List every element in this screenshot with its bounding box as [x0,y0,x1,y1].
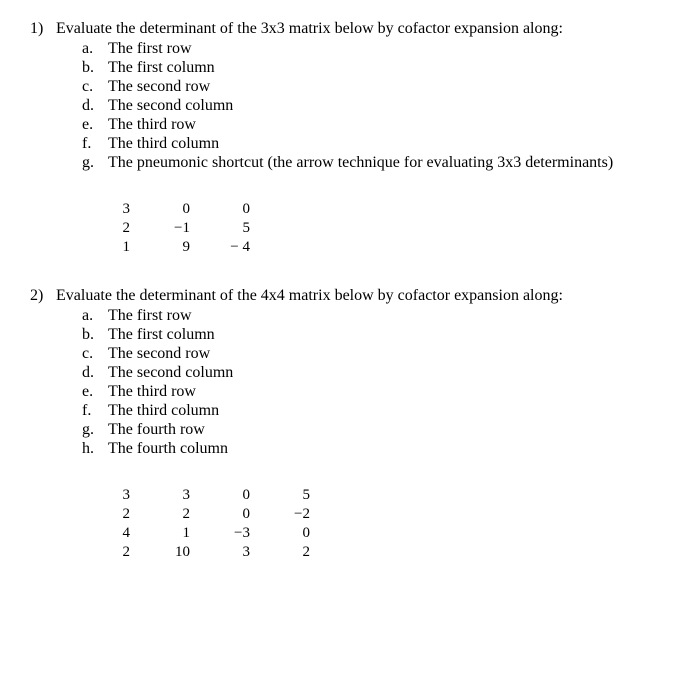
list-item: f.The third column [82,135,670,153]
cell: 0 [190,505,250,524]
list-item: c.The second row [82,345,670,363]
table-row: 220−2 [100,505,310,524]
item-letter: f. [82,402,108,420]
list-item: g.The pneumonic shortcut (the arrow tech… [82,154,670,172]
cell: −3 [190,524,250,543]
problem-1-stem-row: 1) Evaluate the determinant of the 3x3 m… [30,20,670,38]
cell: 1 [100,238,130,257]
matrix-3x3: 300 2−15 19− 4 [100,200,250,257]
list-item: g.The fourth row [82,421,670,439]
cell: 9 [130,238,190,257]
list-item: e.The third row [82,383,670,401]
item-text: The second row [108,345,210,363]
item-letter: b. [82,59,108,77]
cell: 0 [190,486,250,505]
problem-1-stem: Evaluate the determinant of the 3x3 matr… [56,20,563,38]
problem-1-number: 1) [30,20,56,38]
item-text: The fourth row [108,421,205,439]
item-letter: e. [82,116,108,134]
list-item: d.The second column [82,364,670,382]
table-row: 300 [100,200,250,219]
item-letter: h. [82,440,108,458]
list-item: a.The first row [82,40,670,58]
cell: 5 [190,219,250,238]
cell: − 4 [190,238,250,257]
cell: 2 [100,505,130,524]
list-item: h.The fourth column [82,440,670,458]
problem-2-number: 2) [30,287,56,305]
item-letter: e. [82,383,108,401]
cell: 2 [100,543,130,562]
cell: 4 [100,524,130,543]
cell: −2 [250,505,310,524]
item-text: The third column [108,135,219,153]
item-text: The fourth column [108,440,228,458]
cell: −1 [130,219,190,238]
table-row: 3305 [100,486,310,505]
problem-1: 1) Evaluate the determinant of the 3x3 m… [30,20,670,257]
item-text: The first column [108,326,215,344]
item-text: The first column [108,59,215,77]
list-item: a.The first row [82,307,670,325]
item-letter: d. [82,97,108,115]
item-letter: g. [82,421,108,439]
problem-2-stem: Evaluate the determinant of the 4x4 matr… [56,287,563,305]
item-text: The pneumonic shortcut (the arrow techni… [108,154,613,172]
cell: 2 [130,505,190,524]
cell: 1 [130,524,190,543]
cell: 0 [190,200,250,219]
problem-2: 2) Evaluate the determinant of the 4x4 m… [30,287,670,562]
item-letter: a. [82,307,108,325]
problem-2-stem-row: 2) Evaluate the determinant of the 4x4 m… [30,287,670,305]
cell: 2 [100,219,130,238]
item-text: The first row [108,307,192,325]
problem-1-sublist: a.The first row b.The first column c.The… [82,40,670,172]
item-text: The third row [108,116,196,134]
cell: 5 [250,486,310,505]
item-text: The first row [108,40,192,58]
cell: 3 [100,486,130,505]
cell: 0 [250,524,310,543]
cell: 2 [250,543,310,562]
list-item: b.The first column [82,59,670,77]
cell: 0 [130,200,190,219]
cell: 3 [190,543,250,562]
item-letter: a. [82,40,108,58]
item-letter: b. [82,326,108,344]
table-row: 21032 [100,543,310,562]
list-item: e.The third row [82,116,670,134]
item-text: The second column [108,97,233,115]
item-text: The third column [108,402,219,420]
item-letter: c. [82,78,108,96]
table-row: 41−30 [100,524,310,543]
cell: 3 [100,200,130,219]
table-row: 19− 4 [100,238,250,257]
cell: 10 [130,543,190,562]
table-row: 2−15 [100,219,250,238]
item-letter: f. [82,135,108,153]
list-item: c.The second row [82,78,670,96]
problem-2-sublist: a.The first row b.The first column c.The… [82,307,670,458]
item-text: The second row [108,78,210,96]
item-letter: g. [82,154,108,172]
item-text: The third row [108,383,196,401]
list-item: d.The second column [82,97,670,115]
item-text: The second column [108,364,233,382]
matrix-4x4: 3305 220−2 41−30 21032 [100,486,310,562]
list-item: f.The third column [82,402,670,420]
item-letter: c. [82,345,108,363]
list-item: b.The first column [82,326,670,344]
cell: 3 [130,486,190,505]
item-letter: d. [82,364,108,382]
